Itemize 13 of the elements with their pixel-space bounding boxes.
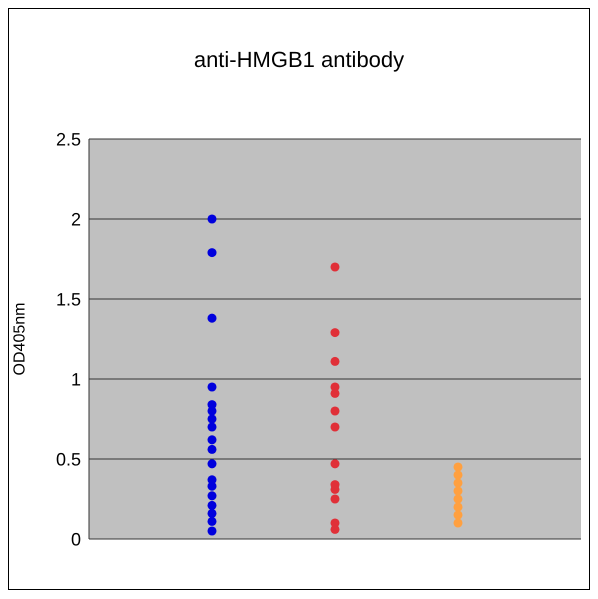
point: [207, 500, 217, 510]
chart-title: anti-HMGB1 antibody: [192, 47, 406, 73]
y-tick-label: 1.5: [56, 289, 81, 310]
point: [207, 516, 217, 526]
y-tick-label: 1: [70, 369, 81, 390]
y-tick-label: 0: [70, 529, 81, 550]
point: [207, 508, 217, 518]
y-axis-title: OD405nm: [12, 302, 29, 376]
y-tick-label: 2: [70, 209, 81, 230]
y-tick-label: 0.5: [56, 449, 81, 470]
y-tick-label: 2.5: [56, 129, 81, 150]
point: [207, 491, 217, 500]
point: [207, 526, 217, 536]
